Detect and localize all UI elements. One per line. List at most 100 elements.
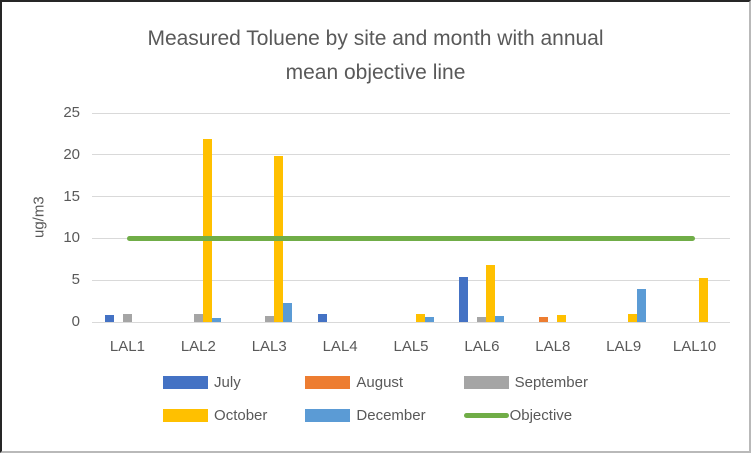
legend-item-september: September bbox=[463, 373, 588, 391]
bar-slot bbox=[122, 113, 132, 322]
bar-december-lal5 bbox=[424, 316, 434, 322]
legend-label-august: August bbox=[356, 373, 404, 391]
bar-slot bbox=[672, 113, 681, 322]
legend-label-december: December bbox=[356, 406, 426, 424]
y-tick-label-10: 10 bbox=[63, 229, 80, 247]
bar-july-lal6 bbox=[459, 276, 469, 322]
bar-october-lal8 bbox=[557, 315, 567, 322]
legend-line-swatch bbox=[463, 412, 509, 418]
gridline bbox=[92, 154, 730, 156]
legend-color-swatch bbox=[163, 375, 209, 389]
bar-slot bbox=[601, 113, 610, 322]
bar-slot bbox=[264, 113, 274, 322]
legend-label-october: October bbox=[214, 406, 268, 424]
legend-item-objective: Objective bbox=[463, 406, 573, 424]
y-axis-tick-labels: 0 5 10 15 20 25 bbox=[2, 104, 80, 330]
bar-october-lal9 bbox=[628, 314, 638, 322]
bar-slot bbox=[202, 113, 212, 322]
bar-december-lal9 bbox=[637, 289, 647, 322]
category-lal1 bbox=[92, 113, 163, 322]
category-lal10 bbox=[659, 113, 730, 322]
bar-slot bbox=[415, 113, 425, 322]
legend-color-swatch bbox=[305, 408, 351, 422]
legend-color-swatch bbox=[463, 375, 509, 389]
bar-slot bbox=[566, 113, 575, 322]
x-label-lal6: LAL6 bbox=[464, 338, 500, 355]
bar-july-lal1 bbox=[104, 315, 114, 322]
bar-slot bbox=[141, 113, 150, 322]
bar-slot bbox=[398, 113, 407, 322]
bar-slot bbox=[114, 113, 123, 322]
bar-slot bbox=[317, 113, 327, 322]
bar-slot bbox=[354, 113, 363, 322]
gridline bbox=[92, 112, 730, 114]
x-label-lal2: LAL2 bbox=[180, 338, 216, 355]
bar-slot bbox=[247, 113, 256, 322]
legend-color-swatch bbox=[305, 375, 351, 389]
bar-october-lal6 bbox=[486, 265, 496, 322]
category-lal3 bbox=[234, 113, 305, 322]
bar-august-lal8 bbox=[539, 316, 549, 322]
bar-slot bbox=[345, 113, 354, 322]
bar-slot bbox=[477, 113, 487, 322]
bar-slot bbox=[637, 113, 647, 322]
legend-label-objective: Objective bbox=[509, 406, 573, 424]
bar-slot bbox=[495, 113, 505, 322]
bar-slot bbox=[256, 113, 265, 322]
x-label-lal10: LAL10 bbox=[672, 338, 717, 355]
bar-july-lal4 bbox=[317, 314, 327, 322]
bar-october-lal2 bbox=[202, 138, 212, 322]
bar-september-lal1 bbox=[122, 313, 132, 322]
y-tick-label-25: 25 bbox=[63, 104, 80, 121]
category-lal4 bbox=[305, 113, 376, 322]
legend-color-swatch bbox=[163, 408, 209, 422]
legend-item-july: July bbox=[163, 374, 241, 391]
gridline bbox=[92, 196, 730, 198]
legend-item-october: October bbox=[163, 406, 268, 424]
y-tick-label-20: 20 bbox=[63, 145, 80, 163]
bar-slot bbox=[628, 113, 638, 322]
bar-slot bbox=[548, 113, 557, 322]
category-lal8 bbox=[517, 113, 588, 322]
bar-slot bbox=[699, 113, 709, 322]
plot-area bbox=[92, 112, 730, 323]
bar-slot bbox=[486, 113, 496, 322]
x-label-lal1: LAL1 bbox=[109, 338, 145, 355]
bar-slot bbox=[459, 113, 469, 322]
category-lal6 bbox=[446, 113, 517, 322]
gridline bbox=[92, 279, 730, 281]
bar-december-lal6 bbox=[495, 316, 505, 322]
bar-slot bbox=[185, 113, 194, 322]
bar-slot bbox=[530, 113, 539, 322]
objective-line bbox=[127, 235, 695, 241]
bar-slot bbox=[389, 113, 398, 322]
category-lal9 bbox=[588, 113, 659, 322]
bar-slot bbox=[539, 113, 549, 322]
x-label-lal9: LAL9 bbox=[606, 338, 642, 355]
bar-slot bbox=[690, 113, 699, 322]
y-tick-label-0: 0 bbox=[71, 313, 80, 330]
bar-september-lal3 bbox=[264, 316, 274, 322]
legend: July August September October December Object… bbox=[2, 373, 749, 424]
chart-title-line-1: Measured Toluene by site and month with … bbox=[147, 27, 604, 50]
chart-title-line-2: mean objective line bbox=[285, 61, 466, 84]
bar-slot bbox=[708, 113, 717, 322]
category-lal5 bbox=[376, 113, 447, 322]
legend-label-september: September bbox=[514, 373, 588, 391]
bar-slot bbox=[681, 113, 690, 322]
legend-grid: July August September October December Object… bbox=[163, 373, 588, 424]
legend-item-december: December bbox=[305, 406, 426, 424]
bar-slot bbox=[132, 113, 141, 322]
bar-slot bbox=[104, 113, 114, 322]
category-lal2 bbox=[163, 113, 234, 322]
bar-december-lal2 bbox=[211, 317, 221, 322]
bar-slot bbox=[557, 113, 567, 322]
bar-september-lal6 bbox=[477, 316, 487, 322]
bar-clusters bbox=[92, 113, 730, 322]
bar-slot bbox=[327, 113, 336, 322]
bar-slot bbox=[211, 113, 221, 322]
x-label-lal4: LAL4 bbox=[322, 338, 358, 355]
bar-october-lal5 bbox=[415, 313, 425, 322]
bar-slot bbox=[176, 113, 185, 322]
legend-item-august: August bbox=[305, 373, 404, 391]
